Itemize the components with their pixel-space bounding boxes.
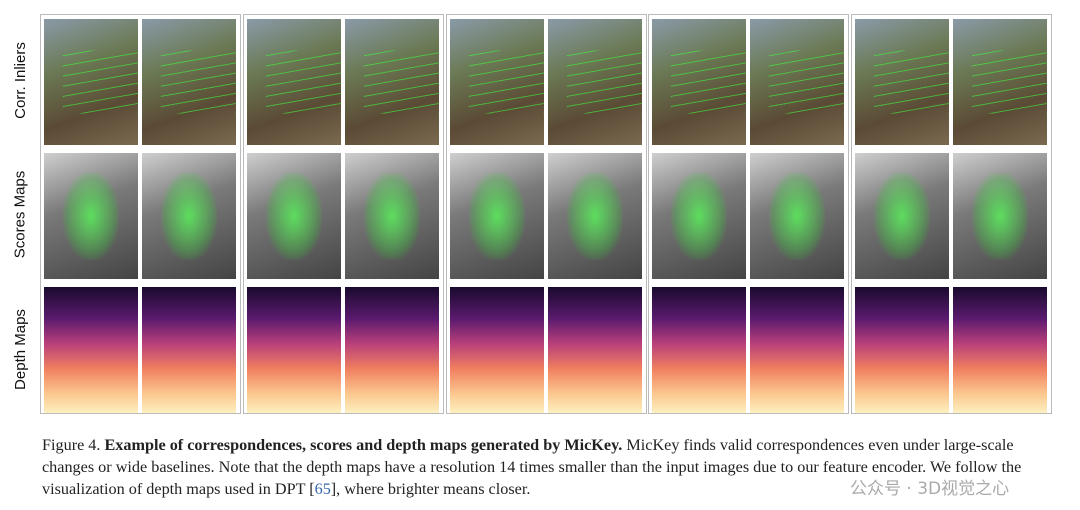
depth-map-image-right (345, 287, 439, 413)
example-pair-4 (648, 14, 849, 414)
score-map-image-right (548, 153, 642, 279)
row-label-depth-maps: Depth Maps (11, 308, 29, 390)
depth-map-image-left (44, 287, 138, 413)
example-pair-2 (243, 14, 444, 414)
score-map-image-left (247, 153, 341, 279)
example-pair-1 (40, 14, 241, 414)
correspondence-image-left (247, 19, 341, 145)
correspondence-image-left (652, 19, 746, 145)
caption-title: Example of correspondences, scores and d… (104, 436, 623, 454)
depth-map-image-left (450, 287, 544, 413)
figure-caption: Figure 4. Example of correspondences, sc… (42, 436, 1022, 498)
correspondence-image-right (345, 19, 439, 145)
depth-map-image-left (652, 287, 746, 413)
score-map-image-left (652, 153, 746, 279)
depth-map-image-right (953, 287, 1047, 413)
score-map-image-right (953, 153, 1047, 279)
correspondence-image-right (953, 19, 1047, 145)
score-map-image-left (44, 153, 138, 279)
watermark: 公众号 · 3D视觉之心 (850, 479, 1010, 499)
score-map-image-right (750, 153, 844, 279)
correspondence-image-left (855, 19, 949, 145)
row-label-corr-inliers: Corr. Inliers (11, 41, 29, 119)
correspondence-image-left (450, 19, 544, 145)
depth-map-image-left (855, 287, 949, 413)
score-map-image-left (855, 153, 949, 279)
example-pair-5 (851, 14, 1052, 414)
depth-map-image-right (142, 287, 236, 413)
correspondence-image-right (750, 19, 844, 145)
score-map-image-right (345, 153, 439, 279)
example-pair-3 (446, 14, 647, 414)
citation-link[interactable]: 65 (314, 480, 331, 498)
depth-map-image-right (548, 287, 642, 413)
row-label-scores-maps: Scores Maps (11, 170, 29, 258)
correspondence-image-right (548, 19, 642, 145)
correspondence-image-left (44, 19, 138, 145)
depth-map-image-right (750, 287, 844, 413)
correspondence-image-right (142, 19, 236, 145)
depth-map-image-left (247, 287, 341, 413)
score-map-image-right (142, 153, 236, 279)
score-map-image-left (450, 153, 544, 279)
